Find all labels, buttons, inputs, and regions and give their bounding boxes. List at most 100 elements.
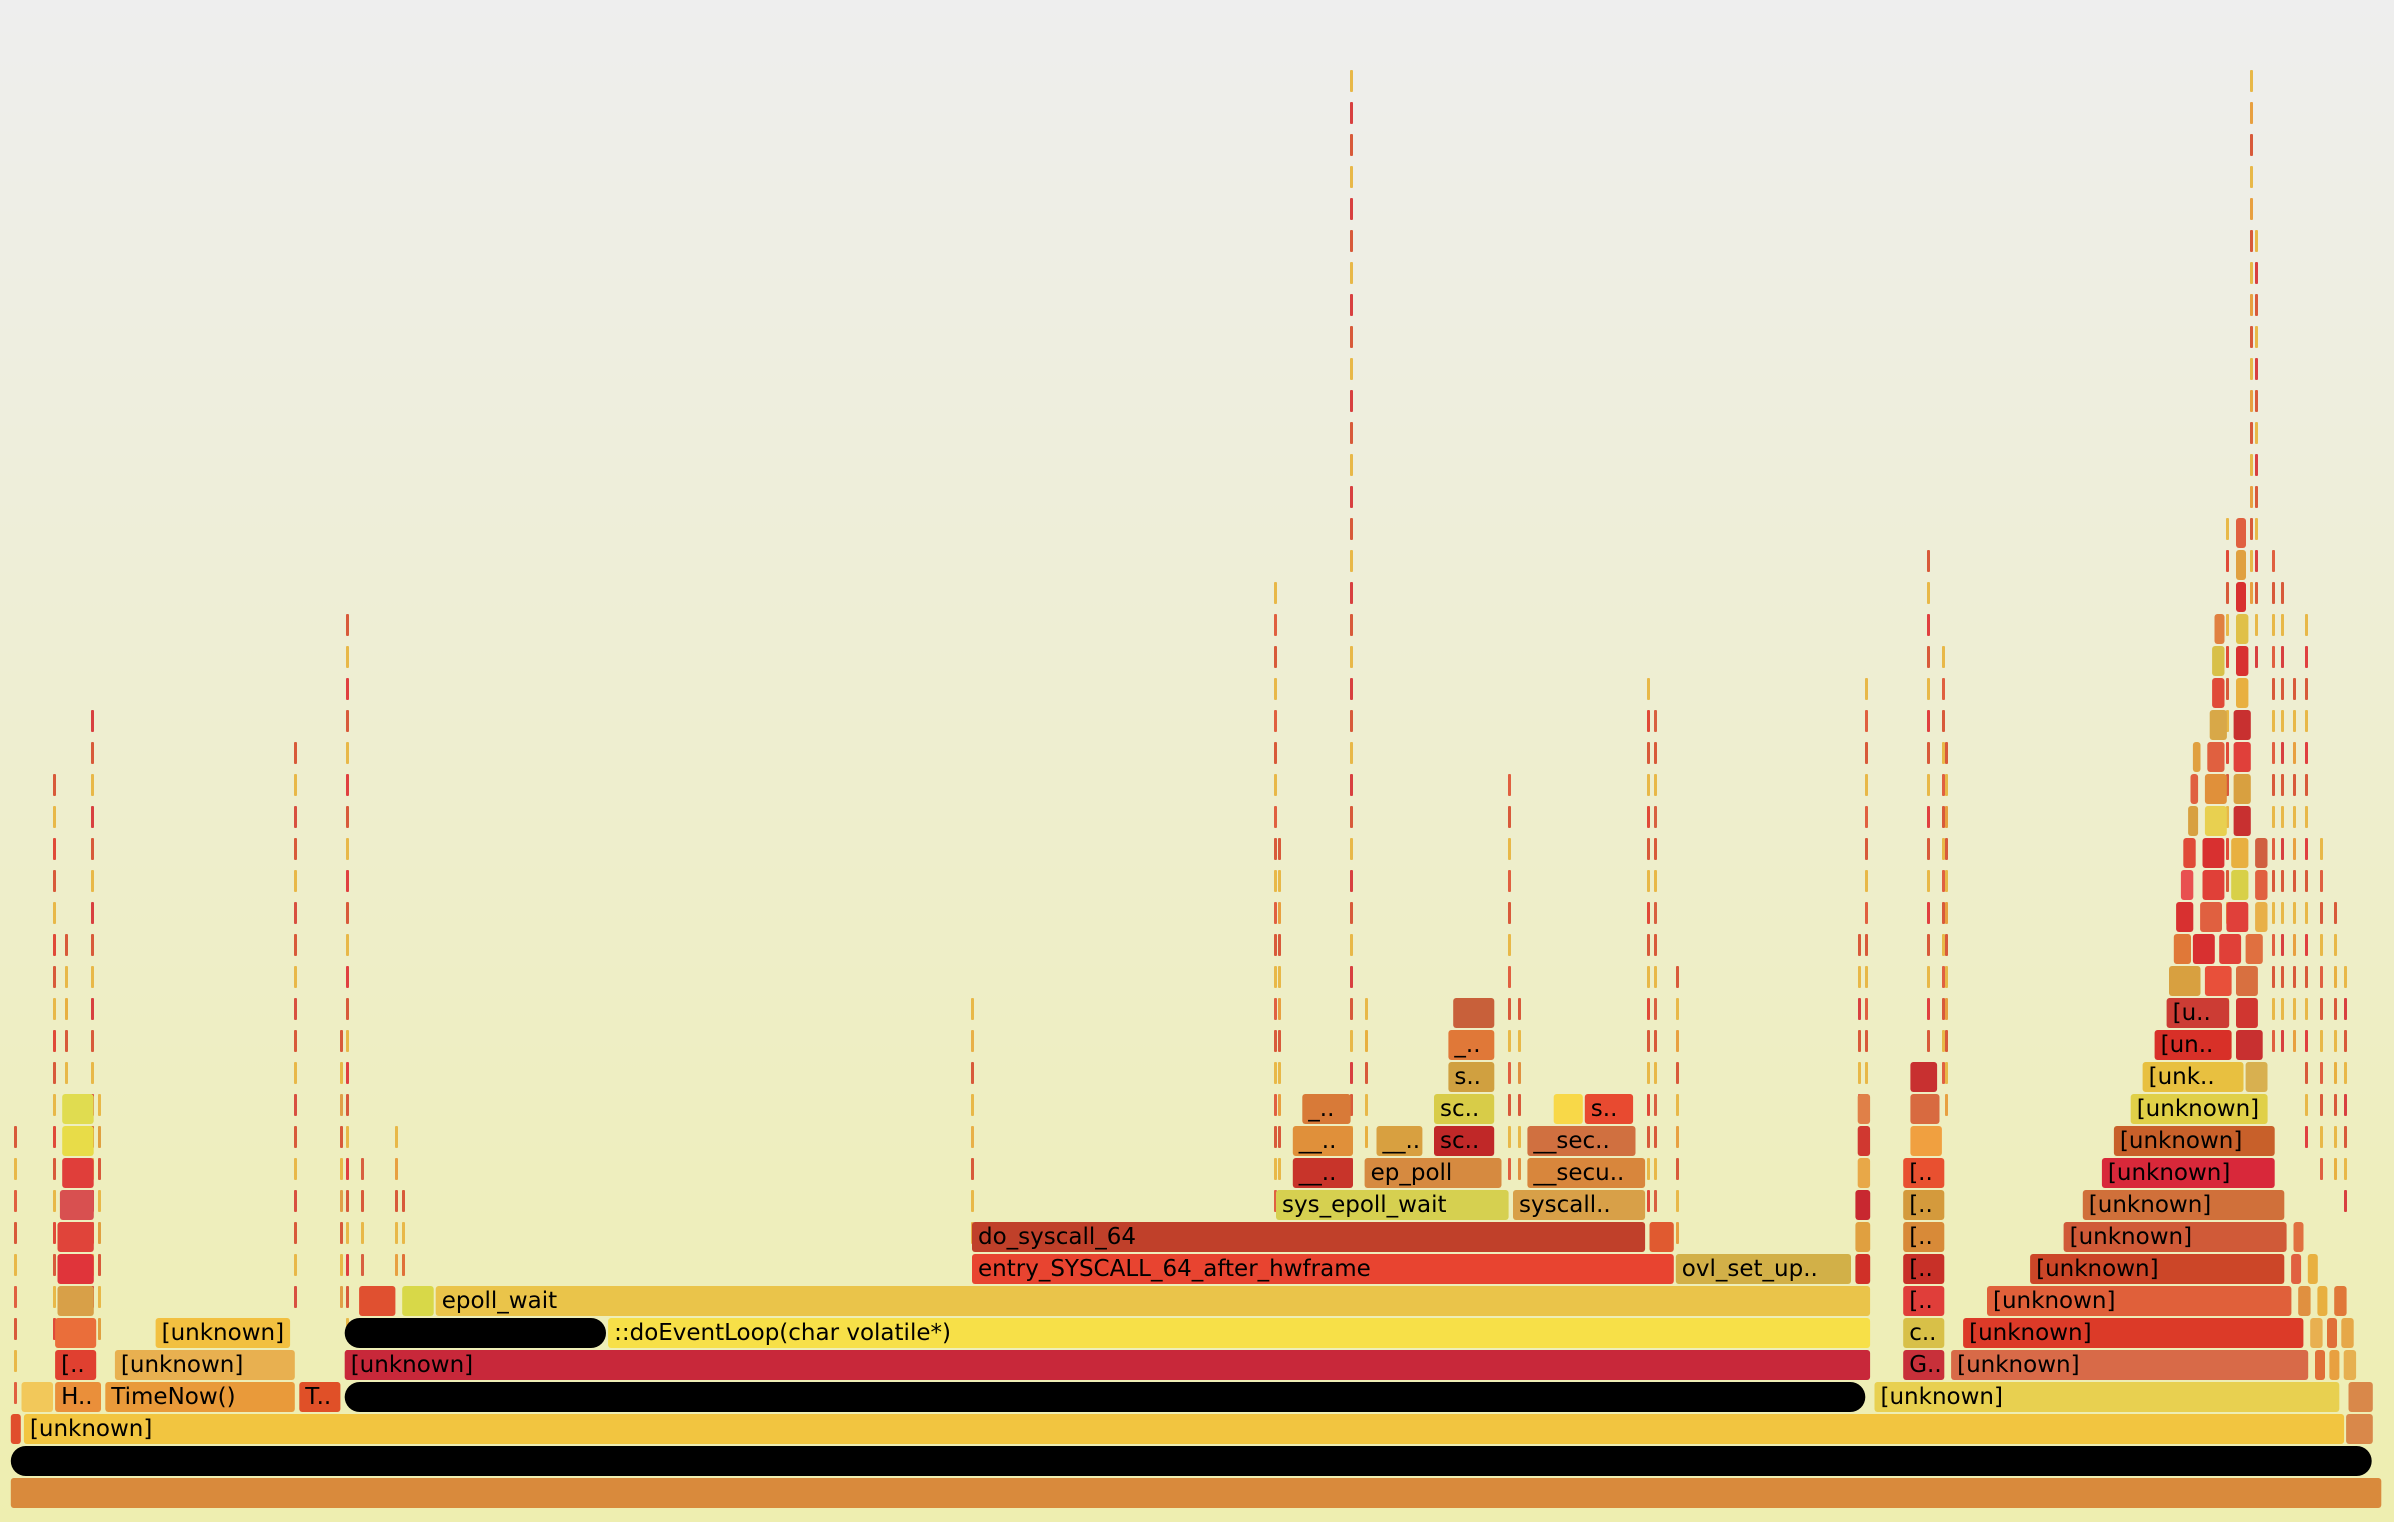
flame-frame[interactable] (2233, 806, 2251, 836)
flame-frame[interactable] (2298, 1286, 2311, 1316)
frame-bar[interactable] (1855, 1190, 1871, 1220)
spike-frame[interactable] (2272, 934, 2275, 956)
spike-frame[interactable] (91, 742, 94, 764)
spike-frame[interactable] (1647, 902, 1650, 924)
spike-frame[interactable] (98, 1094, 101, 1116)
frame-bar[interactable] (1434, 1094, 1495, 1124)
spike-frame[interactable] (91, 806, 94, 828)
spike-frame[interactable] (2255, 390, 2258, 412)
flame-frame[interactable] (2327, 1318, 2337, 1348)
frame-bar[interactable] (2291, 1254, 2302, 1284)
frame-bar[interactable] (1302, 1094, 1351, 1124)
spike-frame[interactable] (2344, 1030, 2347, 1052)
spike-frame[interactable] (2272, 614, 2275, 636)
spike-frame[interactable] (2334, 902, 2337, 924)
frame-bar[interactable] (2063, 1222, 2287, 1252)
spike-frame[interactable] (1865, 966, 1868, 988)
spike-frame[interactable] (2320, 1158, 2323, 1180)
spike-frame[interactable] (1350, 902, 1353, 924)
frame-bar[interactable] (2231, 870, 2249, 900)
spike-frame[interactable] (2334, 1158, 2337, 1180)
spike-frame[interactable] (2226, 742, 2229, 764)
frame-bar[interactable] (2113, 1126, 2275, 1156)
spike-frame[interactable] (2250, 230, 2253, 252)
spike-frame[interactable] (2250, 518, 2253, 540)
flame-frame[interactable] (2192, 934, 2215, 964)
flame-frame[interactable]: _.. (1448, 1030, 1495, 1060)
spike-frame[interactable] (294, 1158, 297, 1180)
spike-frame[interactable] (53, 838, 56, 860)
frame-bar[interactable] (2202, 838, 2225, 868)
frame-bar[interactable] (2245, 1062, 2268, 1092)
spike-frame[interactable] (294, 1190, 297, 1212)
spike-frame[interactable] (2305, 838, 2308, 860)
spike-frame[interactable] (1647, 710, 1650, 732)
frame-bar[interactable] (2236, 518, 2246, 548)
spike-frame[interactable] (2305, 998, 2308, 1020)
frame-bar[interactable] (2236, 550, 2246, 580)
spike-frame[interactable] (2281, 742, 2284, 764)
spike-frame[interactable] (2281, 806, 2284, 828)
spike-frame[interactable] (1278, 838, 1281, 860)
frame-bar[interactable] (2233, 710, 2251, 740)
frame-bar[interactable] (2255, 902, 2268, 932)
spike-frame[interactable] (53, 774, 56, 796)
spike-frame[interactable] (2255, 550, 2258, 572)
frame-bar[interactable] (2192, 934, 2215, 964)
spike-frame[interactable] (2281, 646, 2284, 668)
flame-frame[interactable] (1857, 1094, 1871, 1124)
spike-frame[interactable] (1350, 550, 1353, 572)
spike-frame[interactable] (2305, 774, 2308, 796)
spike-frame[interactable] (1508, 838, 1511, 860)
flame-frame[interactable]: G.. (1903, 1350, 1945, 1380)
flame-frame[interactable]: sys_epoll_wait (1276, 1190, 1509, 1220)
frame-bar[interactable] (1963, 1318, 2304, 1348)
spike-frame[interactable] (395, 1254, 398, 1276)
spike-frame[interactable] (2320, 902, 2323, 924)
frame-bar[interactable] (2341, 1318, 2354, 1348)
flame-frame[interactable] (1855, 1190, 1871, 1220)
flame-frame[interactable]: [.. (1903, 1158, 1945, 1188)
spike-frame[interactable] (1942, 806, 1945, 828)
flame-frame[interactable]: [unknown] (114, 1350, 295, 1380)
spike-frame[interactable] (1518, 998, 1521, 1020)
spike-frame[interactable] (1865, 838, 1868, 860)
spike-frame[interactable] (2334, 1094, 2337, 1116)
spike-frame[interactable] (1654, 742, 1657, 764)
frame-bar[interactable] (1903, 1158, 1945, 1188)
frame-bar[interactable] (2209, 710, 2227, 740)
spike-frame[interactable] (14, 1350, 17, 1372)
spike-frame[interactable] (53, 1030, 56, 1052)
spike-frame[interactable] (1274, 998, 1277, 1020)
spike-frame[interactable] (1945, 1030, 1948, 1052)
spike-frame[interactable] (1647, 998, 1650, 1020)
flame-frame[interactable] (1910, 1094, 1940, 1124)
spike-frame[interactable] (1927, 966, 1930, 988)
spike-frame[interactable] (346, 1030, 349, 1052)
spike-frame[interactable] (1945, 838, 1948, 860)
spike-frame[interactable] (2272, 774, 2275, 796)
spike-frame[interactable] (1676, 1190, 1679, 1212)
spike-frame[interactable] (2344, 1126, 2347, 1148)
spike-frame[interactable] (2344, 966, 2347, 988)
spike-frame[interactable] (2250, 198, 2253, 220)
flame-frame[interactable]: [un.. (2154, 1030, 2232, 1060)
spike-frame[interactable] (2255, 486, 2258, 508)
flame-frame[interactable] (2214, 614, 2225, 644)
spike-frame[interactable] (2293, 806, 2296, 828)
flame-frame[interactable] (2236, 550, 2246, 580)
spike-frame[interactable] (346, 1158, 349, 1180)
flame-frame[interactable] (2343, 1350, 2357, 1380)
spike-frame[interactable] (395, 1158, 398, 1180)
spike-frame[interactable] (1278, 870, 1281, 892)
spike-frame[interactable] (1365, 1030, 1368, 1052)
frame-bar[interactable] (1584, 1094, 1634, 1124)
spike-frame[interactable] (2272, 646, 2275, 668)
spike-frame[interactable] (346, 1094, 349, 1116)
redacted-frame[interactable] (344, 1382, 1866, 1412)
spike-frame[interactable] (14, 1286, 17, 1308)
frame-bar[interactable] (1874, 1382, 2340, 1412)
spike-frame[interactable] (98, 1190, 101, 1212)
frame-bar[interactable] (1527, 1158, 1646, 1188)
spike-frame[interactable] (294, 934, 297, 956)
